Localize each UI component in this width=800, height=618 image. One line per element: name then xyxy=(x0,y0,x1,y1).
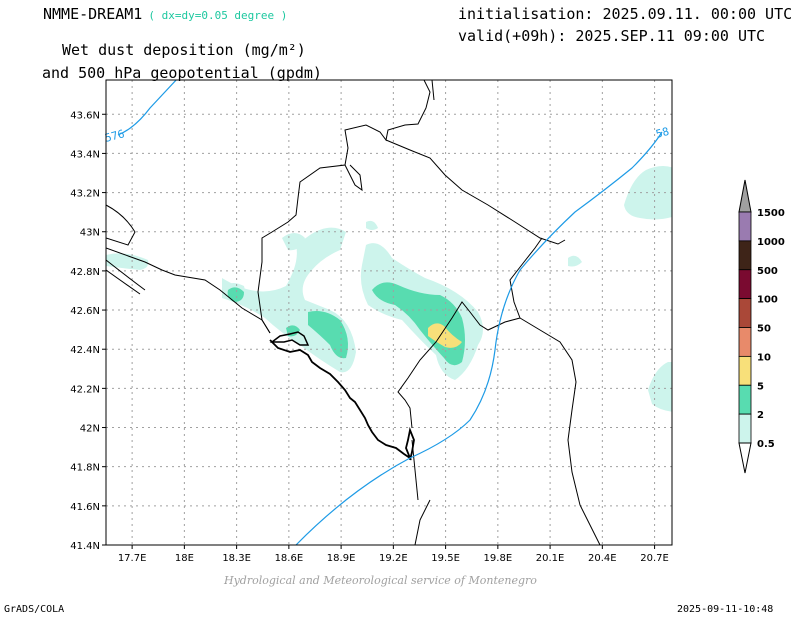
colorbar-label: 0.5 xyxy=(757,439,775,450)
political-borders xyxy=(106,80,601,545)
colorbar-swatch xyxy=(738,269,752,300)
lat-label: 42N xyxy=(80,424,100,435)
dust-region xyxy=(568,255,582,267)
colorbar-label: 10 xyxy=(757,352,771,363)
lon-label: 17.7E xyxy=(118,553,147,564)
contour-576 xyxy=(117,80,177,136)
lon-label: 20.1E xyxy=(536,553,565,564)
model-name: NMME-DREAM1 xyxy=(43,5,143,23)
colorbar-label: 100 xyxy=(757,295,778,306)
dust-region xyxy=(648,362,672,412)
model-title: NMME-DREAM1 ( dx=dy=0.05 degree ) xyxy=(43,5,287,23)
contour-582 xyxy=(295,131,663,545)
lon-label: 20.7E xyxy=(640,553,669,564)
lat-label: 43.2N xyxy=(70,189,100,200)
variable-title-line2: and 500 hPa geopotential (gpdm) xyxy=(42,64,322,82)
colorbar-swatch xyxy=(738,298,752,328)
valid-time: valid(+09h): 2025.SEP.11 09:00 UTC xyxy=(458,27,766,45)
lon-label: 19.8E xyxy=(484,553,513,564)
dust-region xyxy=(624,166,672,220)
coastline xyxy=(269,339,415,461)
dust-region-moderate xyxy=(308,311,348,359)
dust-region xyxy=(366,220,378,230)
lat-label: 42.4N xyxy=(70,345,100,356)
colorbar: 1500 1000 500 100 50 10 5 2 0.5 xyxy=(738,179,785,474)
colorbar-swatch xyxy=(738,327,752,357)
software-label: GrADS/COLA xyxy=(4,604,65,615)
lon-label: 18.9E xyxy=(327,553,356,564)
lon-label: 18.3E xyxy=(222,553,251,564)
lon-label: 20.4E xyxy=(588,553,617,564)
graticule xyxy=(106,80,672,545)
lon-label: 19.2E xyxy=(379,553,408,564)
lat-label: 43.6N xyxy=(70,110,100,121)
lon-label: 18.6E xyxy=(275,553,304,564)
initialisation-time: initialisation: 2025.09.11. 00:00 UTC xyxy=(458,5,793,23)
map-frame xyxy=(105,79,673,546)
colorbar-cap-bottom xyxy=(738,442,752,474)
lat-label: 42.8N xyxy=(70,267,100,278)
lat-label: 41.4N xyxy=(70,541,100,552)
lat-label: 43.4N xyxy=(70,149,100,160)
deposition-field xyxy=(106,166,672,412)
colorbar-swatch xyxy=(738,413,752,444)
colorbar-label: 1000 xyxy=(757,237,785,248)
variable-title-line1: Wet dust deposition (mg/m²) xyxy=(62,41,306,59)
dust-region-moderate xyxy=(227,287,244,302)
lat-label: 41.6N xyxy=(70,502,100,513)
geopotential-contours xyxy=(117,80,663,545)
colorbar-swatch xyxy=(738,384,752,415)
colorbar-cap-top xyxy=(738,179,752,213)
colorbar-label: 2 xyxy=(757,410,764,421)
lat-label: 42.6N xyxy=(70,306,100,317)
credit-text: Hydrological and Meteorological service … xyxy=(224,574,537,587)
colorbar-swatch xyxy=(738,240,752,271)
contour-label: 58 xyxy=(654,125,670,141)
colorbar-label: 50 xyxy=(757,324,771,335)
lat-label: 41.8N xyxy=(70,463,100,474)
longitude-labels: 17.7E 18E 18.3E 18.6E 18.9E 19.2E 19.5E 19.8E 20… xyxy=(118,545,669,564)
lon-label: 18E xyxy=(175,553,194,564)
dust-region xyxy=(106,253,149,270)
lat-label: 42.2N xyxy=(70,384,100,395)
dust-region xyxy=(282,233,305,251)
colorbar-swatch xyxy=(738,355,752,386)
colorbar-label: 1500 xyxy=(757,208,785,219)
lat-label: 43N xyxy=(80,228,100,239)
colorbar-label: 5 xyxy=(757,381,764,392)
plot-timestamp: 2025-09-11-10:48 xyxy=(677,604,774,615)
colorbar-label: 500 xyxy=(757,266,778,277)
latitude-labels: 43.6N 43.4N 43.2N 43N 42.8N 42.6N 42.4N 42.2N 42… xyxy=(70,110,106,552)
contour-label: 576 xyxy=(103,127,126,145)
bay-of-kotor xyxy=(269,331,310,346)
lon-label: 19.5E xyxy=(431,553,460,564)
grid-resolution: ( dx=dy=0.05 degree ) xyxy=(148,9,288,22)
colorbar-swatch xyxy=(738,211,752,242)
